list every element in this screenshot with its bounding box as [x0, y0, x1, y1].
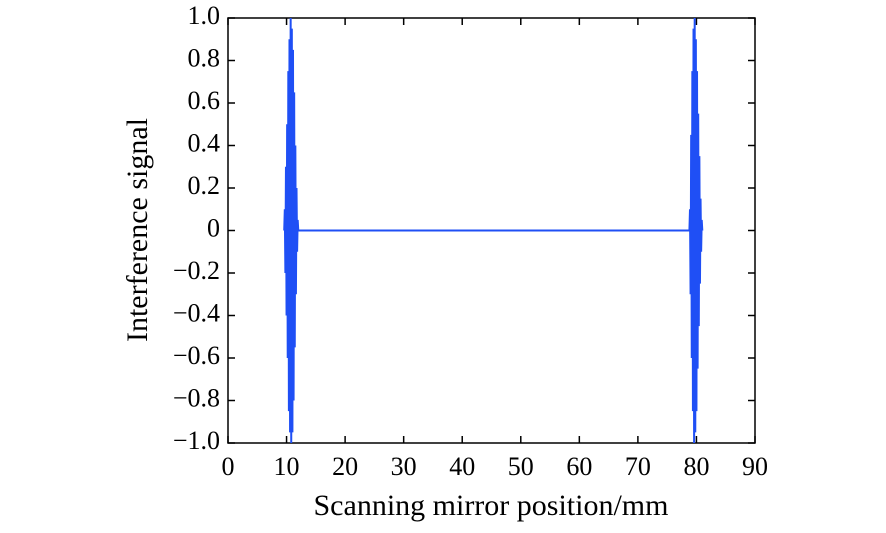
- x-tick-label: 20: [332, 452, 358, 481]
- x-tick-label: 90: [742, 452, 768, 481]
- signal-line: [283, 17, 704, 444]
- y-tick-label: 0.2: [188, 171, 221, 200]
- x-tick-label: 10: [274, 452, 300, 481]
- x-tick-label: 80: [683, 452, 709, 481]
- y-tick-label: 0: [207, 213, 220, 242]
- y-tick-label: −0.4: [173, 298, 220, 327]
- x-tick-label: 40: [449, 452, 475, 481]
- x-tick-label: 60: [566, 452, 592, 481]
- y-tick-label: −0.2: [173, 256, 220, 285]
- x-tick-label: 70: [625, 452, 651, 481]
- x-axis-label: Scanning mirror position/mm: [314, 489, 669, 522]
- y-axis-label: Interference signal: [121, 118, 154, 342]
- y-tick-label: −0.8: [173, 383, 220, 412]
- y-tick-label: 0.6: [188, 86, 221, 115]
- x-tick-label: 30: [391, 452, 417, 481]
- y-tick-label: 1.0: [188, 1, 221, 30]
- y-tick-label: 0.4: [188, 128, 221, 157]
- y-tick-label: 0.8: [188, 43, 221, 72]
- x-tick-label: 0: [222, 452, 235, 481]
- y-tick-label: −1.0: [173, 426, 220, 455]
- x-tick-label: 50: [508, 452, 534, 481]
- y-tick-label: −0.6: [173, 341, 220, 370]
